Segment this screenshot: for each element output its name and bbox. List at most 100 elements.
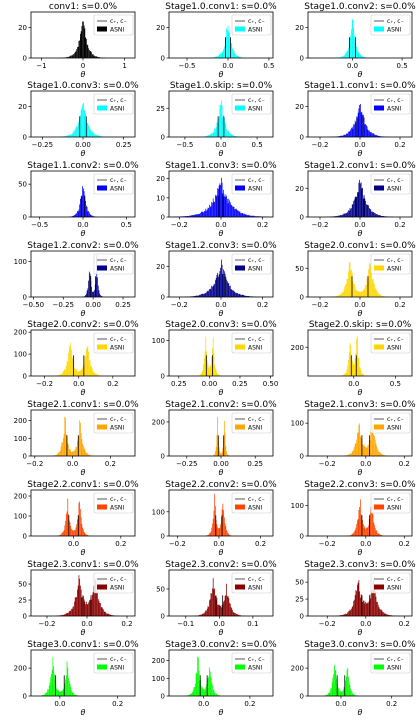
histogram-bar — [351, 451, 353, 456]
histogram-bar — [203, 613, 204, 616]
histogram-bar — [79, 501, 81, 536]
histogram-bar — [84, 110, 86, 137]
histogram-bar — [206, 290, 208, 297]
histogram-bar — [236, 209, 238, 217]
histogram-bar — [69, 56, 71, 58]
histogram-bar — [356, 524, 358, 536]
histogram-bar — [233, 290, 235, 297]
histogram-bar — [374, 527, 376, 536]
histogram-bar — [345, 213, 346, 217]
histogram-bar — [215, 56, 216, 58]
histogram-bar — [90, 51, 92, 58]
histogram-bar — [235, 613, 237, 616]
histogram-bar — [243, 294, 245, 297]
histogram-bar — [358, 358, 360, 376]
y-tick-label: 25 — [156, 105, 165, 113]
x-axis-label: θ — [358, 548, 363, 557]
histogram-bar — [350, 345, 352, 376]
histogram-bar — [80, 433, 82, 456]
x-axis-label: θ — [81, 708, 86, 717]
histogram-bar — [95, 373, 97, 376]
histogram-bar — [233, 135, 235, 137]
histogram-bar — [208, 367, 210, 376]
histogram-bar — [110, 615, 112, 616]
subplot: Stage2.2.conv3: s=0.0%−0.2 0.0 0.20100θc₊,… — [291, 480, 417, 557]
histogram-bar — [220, 524, 221, 536]
histogram-bar — [357, 357, 359, 376]
histogram-bar — [85, 293, 87, 297]
histogram-bar — [71, 451, 73, 456]
histogram-bar — [196, 672, 198, 696]
histogram-bar — [339, 215, 340, 217]
histogram-bars — [342, 419, 390, 456]
histogram-bar — [339, 135, 341, 137]
histogram-bar — [80, 585, 81, 616]
histogram-bar — [358, 580, 360, 616]
histogram-bar — [202, 686, 204, 696]
histogram-bar — [194, 686, 195, 696]
histogram-bar — [69, 610, 71, 616]
histogram-bar — [377, 215, 379, 217]
histogram-bar — [347, 133, 349, 137]
histogram-bar — [220, 267, 221, 297]
x-tick-label: −0.2 — [39, 620, 56, 628]
histogram-bar — [221, 451, 223, 456]
histogram-bar — [375, 596, 377, 616]
histogram-bar — [343, 687, 345, 696]
histogram-bar — [348, 454, 349, 456]
legend-label-thresholds: c₊, c₋ — [110, 336, 127, 343]
histogram-bar — [373, 434, 375, 456]
legend-label-asni: ASNI — [110, 186, 124, 193]
x-axis-label: θ — [219, 149, 224, 158]
histogram-bar — [209, 288, 211, 297]
legend-patch-swatch — [374, 424, 384, 430]
legend-label-thresholds: c₊, c₋ — [248, 18, 265, 25]
histogram-bar — [358, 108, 360, 137]
histogram-bar — [212, 684, 213, 696]
histogram-bar — [365, 125, 367, 137]
histogram-bar — [94, 373, 96, 376]
histogram-bar — [354, 124, 355, 137]
x-axis-label: θ — [219, 468, 224, 477]
subplot-title: Stage2.0.conv3: s=0.0% — [165, 320, 277, 330]
histogram-bar — [354, 695, 356, 696]
histogram-bar — [238, 615, 240, 616]
histogram-bar — [369, 263, 371, 297]
histogram-bar — [350, 453, 352, 456]
histogram-bar — [241, 213, 243, 217]
histogram-bar — [356, 338, 358, 376]
histogram-bar — [380, 215, 382, 217]
histogram-bar — [370, 209, 372, 217]
histogram-bar — [201, 293, 203, 297]
histogram-bar — [71, 134, 72, 137]
x-tick-label: 0.0 — [335, 700, 346, 708]
histogram-bar — [80, 33, 81, 58]
histogram-bar — [59, 375, 60, 376]
histogram-bar — [248, 296, 250, 297]
histogram-bar — [191, 693, 193, 696]
histogram-bar — [221, 259, 222, 297]
histogram-bar — [226, 531, 228, 536]
legend-label-asni: ASNI — [387, 425, 401, 432]
y-tick-label: 0 — [23, 693, 27, 701]
histogram-bar — [349, 343, 351, 376]
histogram-bar — [351, 29, 352, 58]
plot-frame — [168, 329, 274, 377]
histogram-bar — [77, 440, 78, 456]
histogram-bar — [232, 49, 234, 58]
histogram-bar — [88, 454, 90, 456]
legend-label-thresholds: c₊, c₋ — [387, 18, 404, 25]
histogram-bar — [334, 669, 336, 696]
histogram-bar — [88, 600, 90, 616]
legend-label-asni: ASNI — [248, 345, 262, 352]
histogram-bar — [244, 213, 245, 217]
histogram-bar — [216, 597, 218, 616]
histogram-bar — [80, 109, 82, 137]
histogram-bar — [59, 691, 61, 696]
histogram-bar — [339, 136, 340, 137]
histogram-bar — [351, 690, 352, 696]
histogram-bar — [225, 595, 227, 616]
histogram-bar — [356, 197, 358, 217]
histogram-bar — [76, 524, 78, 536]
histogram-bar — [348, 359, 349, 376]
